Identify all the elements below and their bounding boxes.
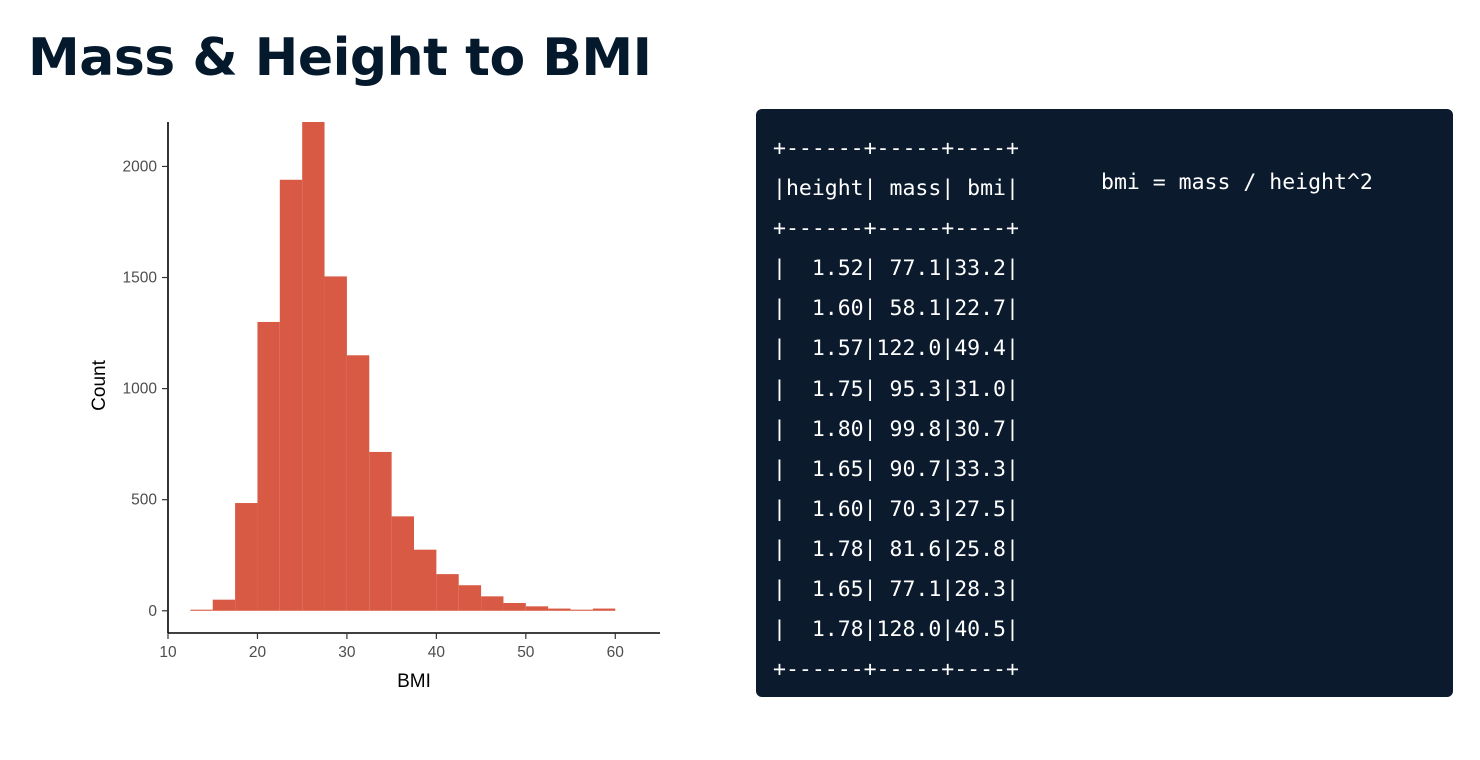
histogram-bar [481,596,504,611]
x-tick-label: 10 [159,644,177,661]
y-axis-label: Count [89,359,110,410]
histogram-bar [391,516,414,611]
table-line: | 1.60| 58.1|22.7| [773,296,1019,322]
x-tick-label: 30 [338,644,356,661]
histogram-bar [346,355,370,611]
console-output-panel: +------+-----+----+ |height| mass| bmi| +-… [756,109,1453,697]
table-line: | 1.57|122.0|49.4| [773,336,1019,362]
histogram-bar [503,603,526,611]
table-line: | 1.80| 99.8|30.7| [773,416,1019,442]
histogram-bar [212,599,236,611]
table-line: | 1.60| 70.3|27.5| [773,496,1019,522]
histogram-bar [235,503,258,611]
bmi-data-table: +------+-----+----+ |height| mass| bmi| +-… [773,129,1019,690]
table-line: | 1.52| 77.1|33.2| [773,256,1019,282]
histogram-svg: 0 500 1000 1500 2000 10 20 30 40 50 60 BMI Count [89,122,660,692]
bmi-histogram-chart: 0 500 1000 1500 2000 10 20 30 40 50 60 BMI Count [80,110,680,710]
histogram-bar [436,574,459,611]
x-tick-label: 40 [428,644,446,661]
x-axis-ticks: 10 20 30 40 50 60 [159,633,624,661]
histogram-bar [279,179,303,611]
x-tick-label: 50 [517,644,535,661]
y-tick-label: 1500 [123,270,158,287]
histogram-bar [548,608,571,611]
histogram-bar [525,606,549,611]
x-tick-label: 20 [249,644,267,661]
table-line: | 1.75| 95.3|31.0| [773,376,1019,402]
histogram-bar [414,549,437,611]
y-tick-label: 2000 [123,158,158,175]
table-line: | 1.78| 81.6|25.8| [773,536,1019,562]
table-line: +------+-----+----+ [773,657,1019,683]
histogram-bar [257,321,280,611]
histogram-bars [190,122,616,611]
histogram-bar [592,608,616,611]
histogram-bar [369,451,392,611]
histogram-bar [324,276,347,611]
x-tick-label: 60 [607,644,625,661]
x-axis-label: BMI [397,671,431,692]
table-line: | 1.65| 77.1|28.3| [773,577,1019,603]
table-line: +------+-----+----+ [773,136,1019,161]
histogram-bar [302,122,325,611]
table-line: | 1.78|128.0|40.5| [773,617,1019,643]
table-line: +------+-----+----+ [773,216,1019,242]
y-axis-ticks: 0 500 1000 1500 2000 [123,158,168,620]
histogram-bar [190,609,213,611]
histogram-bar [458,585,482,611]
bmi-formula: bmi = mass / height^2 [1101,170,1373,195]
y-tick-label: 0 [148,603,157,620]
table-line: | 1.65| 90.7|33.3| [773,456,1019,482]
histogram-bar [570,609,593,611]
y-tick-label: 1000 [123,381,158,398]
y-tick-label: 500 [131,492,157,509]
table-line: |height| mass| bmi| [773,176,1019,202]
page-title: Mass & Height to BMI [28,28,652,88]
